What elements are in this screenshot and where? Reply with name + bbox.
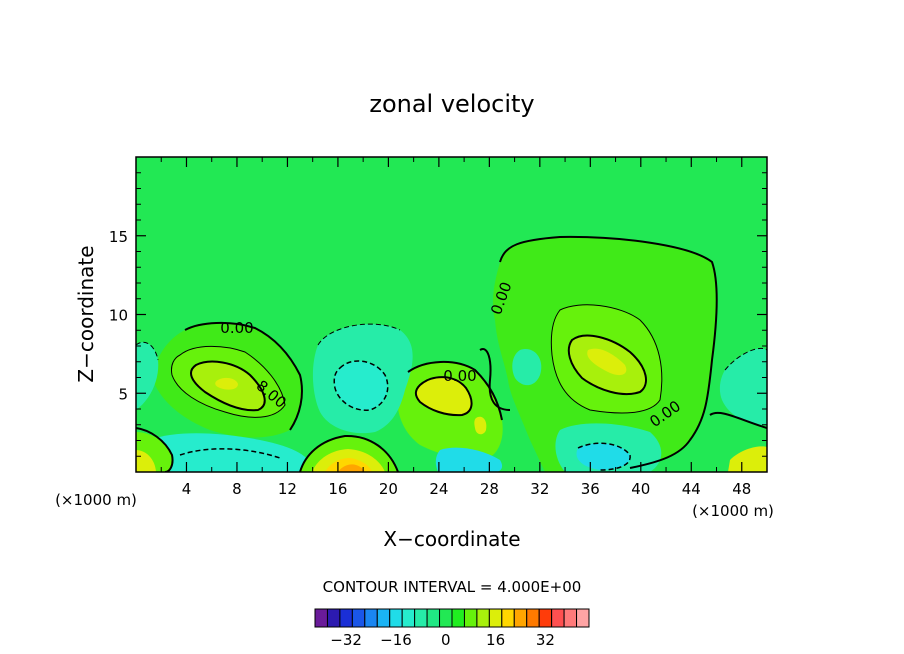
colorbar-swatch [513, 608, 528, 628]
y-axis-ticks: 5 10 15 [109, 172, 767, 457]
plot-area: 0.00 8.00 0.00 0.00 0.00 4 8 12 16 20 24 28 32 3… [109, 156, 768, 498]
chart-title: zonal velocity [369, 90, 534, 118]
y-tick-label: 10 [109, 307, 128, 325]
colorbar-swatch [414, 608, 428, 628]
x-unit-left: (×1000 m) [55, 491, 137, 509]
colorbar-tick-label: 16 [486, 631, 505, 649]
contour-line-wave-right [479, 348, 511, 411]
x-tick-label: 20 [379, 480, 398, 498]
contour-region-negative-2 [150, 433, 311, 472]
colorbar-swatch [451, 608, 465, 628]
contour-line-thin-right [550, 304, 663, 414]
colorbar-tick-label: −32 [330, 631, 362, 649]
contour-region-positive-mid-core [415, 377, 472, 416]
contour-region-corner-right [728, 446, 767, 472]
contour-region-positive-right-peak [587, 348, 627, 376]
colorbar-swatch [563, 608, 578, 628]
contour-line-dashed-4 [179, 448, 281, 459]
colorbar-swatch [326, 608, 341, 628]
contour-line-zero-bottom [136, 427, 174, 472]
x-tick-label: 24 [429, 480, 448, 498]
x-tick-label: 36 [581, 480, 600, 498]
contour-line-zero-mid [407, 360, 503, 421]
x-tick-label: 16 [328, 480, 347, 498]
x-tick-label: 32 [530, 480, 549, 498]
colorbar-swatch [488, 608, 503, 628]
x-axis-title: X−coordinate [383, 527, 520, 551]
contour-interval-text: CONTOUR INTERVAL = 4.000E+00 [323, 578, 582, 596]
x-axis-ticks: 4 8 12 16 20 24 28 32 36 40 44 48 [160, 157, 751, 498]
colorbar-swatch [526, 608, 540, 628]
colorbar-tick-label: 32 [536, 631, 555, 649]
x-tick-label: 12 [278, 480, 297, 498]
contour-region-corner-left-core [136, 450, 156, 472]
x-tick-label: 48 [732, 480, 751, 498]
colorbar-swatch [376, 608, 391, 628]
colorbar-labels: −32 −16 0 16 32 [330, 631, 555, 649]
y-tick-label: 15 [109, 228, 128, 246]
x-tick-label: 44 [682, 480, 701, 498]
contour-line-zero-wave [299, 434, 399, 472]
contour-line-dashed-2 [577, 442, 631, 471]
contour-line-bold-left [190, 360, 266, 412]
contour-line-thin-left [171, 345, 286, 418]
x-tick-label: 40 [631, 480, 650, 498]
contour-label-3: 0.00 [443, 367, 476, 385]
colorbar-swatch [314, 608, 328, 628]
contour-line-dashed-6 [136, 341, 159, 361]
contour-region-warm-bottom-4 [338, 464, 365, 472]
contour-region-negative-4 [719, 348, 767, 425]
contour-region-positive-left-peak [215, 377, 238, 390]
contour-region-negative-6 [512, 349, 542, 386]
contour-region-positive-small [474, 416, 487, 435]
x-unit-right: (×1000 m) [692, 502, 774, 520]
x-tick-label: 28 [480, 480, 499, 498]
colorbar-swatch [389, 608, 403, 628]
y-axis-title: Z−coordinate [74, 245, 98, 382]
colorbar-swatch [351, 608, 366, 628]
contour-label-1: 0.00 [220, 319, 253, 337]
colorbar-swatch [463, 608, 478, 628]
y-tick-label: 5 [118, 385, 128, 403]
x-tick-label: 8 [232, 480, 242, 498]
contour-region-negative-1-core [334, 360, 388, 411]
contour-lines [136, 235, 767, 472]
colorbar-tick-label: −16 [380, 631, 412, 649]
contour-region-negative-7 [435, 447, 503, 472]
colorbar-swatch [501, 608, 515, 628]
colorbar-swatch [551, 608, 565, 628]
colorbar-swatch [476, 608, 490, 628]
colorbar-swatch [439, 608, 453, 628]
colorbar-swatch [538, 608, 553, 628]
contour-line-dashed-1 [333, 360, 389, 411]
x-tick-label: 4 [182, 480, 192, 498]
colorbar-swatch [401, 608, 416, 628]
contour-line-zero-right [499, 235, 718, 469]
contour-line-dashed-3 [317, 323, 401, 346]
contour-line-zero-right-edge [709, 411, 767, 429]
colorbar-swatch [426, 608, 441, 628]
contour-line-mid-core [414, 376, 473, 417]
colorbar-swatch [576, 608, 590, 628]
colorbar-swatch [364, 608, 378, 628]
contour-line-zero-left [184, 321, 303, 431]
colorbar-swatch [339, 608, 353, 628]
contour-line-bold-right [567, 334, 647, 396]
colorbar-tick-label: 0 [441, 631, 451, 649]
colorbar [314, 608, 590, 628]
